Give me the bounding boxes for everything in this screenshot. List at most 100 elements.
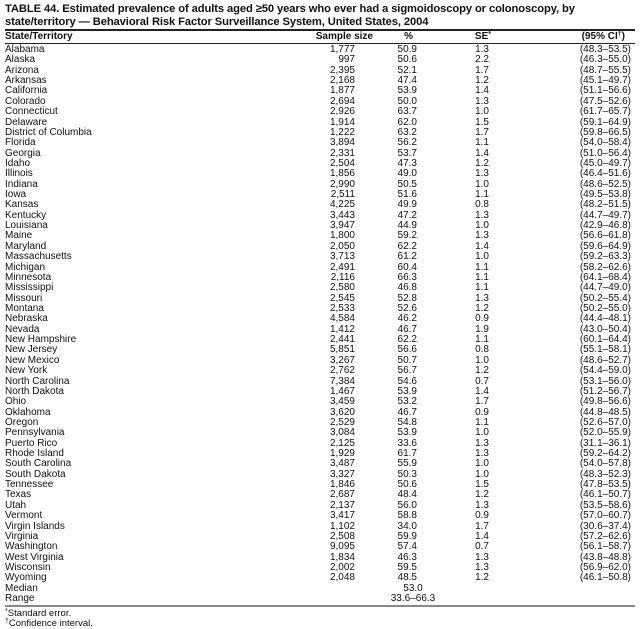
state-name: District of Columbia <box>5 126 92 138</box>
confidence-interval: (52.0–55.9) <box>579 427 631 439</box>
percent: 63.2 <box>397 126 417 138</box>
percent: 56.2 <box>397 137 417 149</box>
state-name: Maryland <box>5 240 47 252</box>
standard-error: 1.0 <box>475 427 489 439</box>
sample-size: 3,443 <box>329 209 355 221</box>
header-ci: (95% CI†) <box>582 31 625 42</box>
median-row-label: Median <box>5 582 38 594</box>
confidence-interval: (51.2–56.7) <box>579 385 631 397</box>
percent: 50.6 <box>397 54 417 66</box>
state-name: Utah <box>5 499 27 511</box>
range-row: Range 33.6–66.3 <box>5 593 635 605</box>
sample-size: 7,384 <box>329 375 355 387</box>
sample-size: 1,846 <box>329 479 355 491</box>
confidence-interval: (31.1–36.1) <box>579 437 631 449</box>
state-name: New Mexico <box>5 354 60 366</box>
sample-size: 3,894 <box>329 137 355 149</box>
table-body: Alabama 1,777 50.9 1.3 (48.3–53.5) Alaska 997 5… <box>5 44 635 605</box>
percent: 60.4 <box>397 261 417 273</box>
sample-size: 3,947 <box>329 220 355 232</box>
state-name: New York <box>5 365 48 377</box>
confidence-interval: (48.6–52.7) <box>579 354 631 366</box>
standard-error: 1.2 <box>475 365 489 377</box>
footnote-se-mark: * <box>5 608 8 615</box>
sample-size: 2,048 <box>329 572 355 584</box>
percent: 50.7 <box>397 354 417 366</box>
standard-error: 1.3 <box>475 44 489 55</box>
sample-size: 2,990 <box>329 178 355 190</box>
header-top-rule <box>5 29 635 31</box>
sample-size: 2,511 <box>330 189 355 201</box>
state-name: Wyoming <box>5 572 47 584</box>
standard-error: 1.4 <box>475 385 489 397</box>
header-percent: % <box>404 31 413 42</box>
footnote-ci-mark: † <box>5 618 9 625</box>
state-name: Arizona <box>5 64 39 76</box>
state-name: Minnesota <box>5 271 52 283</box>
state-name: Maine <box>5 230 33 242</box>
confidence-interval: (30.6–37.4) <box>579 520 631 532</box>
percent: 56.6 <box>397 344 417 356</box>
state-name: Oregon <box>5 416 39 428</box>
table-row: Montana 2,533 52.6 1.2 (50.2–55.0) <box>5 303 635 314</box>
state-name: Massachusetts <box>5 251 72 263</box>
confidence-interval: (60.1–64.4) <box>579 334 631 346</box>
footnote-ci-text: Confidence interval. <box>8 618 93 629</box>
table-row: New Jersey 5,851 56.6 0.8 (55.1–58.1) <box>5 344 635 356</box>
percent: 61.2 <box>397 251 417 263</box>
percent: 62.2 <box>397 334 417 346</box>
confidence-interval: (51.0–56.4) <box>579 147 631 159</box>
confidence-interval: (42.9–46.8) <box>579 220 631 232</box>
confidence-interval: (56.1–58.7) <box>579 541 631 553</box>
percent: 58.8 <box>397 510 417 522</box>
state-name: North Dakota <box>5 385 64 397</box>
sample-size: 997 <box>338 54 355 66</box>
percent: 52.1 <box>397 64 417 76</box>
standard-error: 1.2 <box>475 157 489 169</box>
table-row: Alaska 997 50.6 2.2 (46.3–55.0) <box>5 54 635 66</box>
percent: 48.4 <box>397 489 417 501</box>
confidence-interval: (49.8–56.6) <box>579 396 631 408</box>
table-row: New Hampshire 2,441 62.2 1.1 (60.1–64.4) <box>5 334 635 346</box>
standard-error: 0.7 <box>475 541 489 553</box>
confidence-interval: (61.7–65.7) <box>579 106 631 118</box>
percent: 53.9 <box>397 385 417 397</box>
percent: 56.7 <box>397 365 417 377</box>
sample-size: 2,002 <box>329 561 355 573</box>
percent: 46.3 <box>397 551 417 563</box>
sample-size: 3,459 <box>329 396 355 408</box>
standard-error: 0.9 <box>475 406 489 418</box>
percent: 46.8 <box>397 282 417 294</box>
confidence-interval: (48.6–52.5) <box>579 178 631 190</box>
confidence-interval: (57.0–60.7) <box>579 510 631 522</box>
confidence-interval: (52.6–57.0) <box>579 416 631 428</box>
header-se-mark: * <box>488 31 491 38</box>
sample-size: 3,327 <box>329 468 355 480</box>
state-name: Pennsylvania <box>5 427 65 439</box>
table-row: Iowa 2,511 51.6 1.1 (49.5–53.8) <box>5 189 635 201</box>
sample-size: 2,529 <box>329 416 355 428</box>
table-row: South Carolina 3,487 55.9 1.0 (54.0–57.8) <box>5 458 635 470</box>
state-name: Illinois <box>5 168 33 180</box>
state-name: Nebraska <box>5 313 48 325</box>
percent: 61.7 <box>397 448 417 460</box>
standard-error: 1.3 <box>475 168 489 180</box>
percent: 53.7 <box>397 147 417 159</box>
table-row: Missouri 2,545 52.8 1.3 (50.2–55.4) <box>5 292 635 304</box>
confidence-interval: (46.1–50.8) <box>579 572 631 584</box>
state-name: Indiana <box>5 178 38 190</box>
state-name: Wisconsin <box>5 561 51 573</box>
footnote-se-text: Standard error. <box>7 608 72 619</box>
state-name: Alaska <box>5 54 36 66</box>
sample-size: 3,487 <box>329 458 355 470</box>
standard-error: 1.3 <box>475 448 489 460</box>
header-se-label: SE <box>474 31 489 42</box>
confidence-interval: (56.9–62.0) <box>579 561 631 573</box>
sample-size: 2,508 <box>329 530 355 542</box>
range-row-label: Range <box>5 593 35 605</box>
state-name: Rhode Island <box>5 448 64 460</box>
table-row: Massachusetts 3,713 61.2 1.0 (59.2–63.3) <box>5 251 635 263</box>
standard-error: 1.0 <box>475 468 489 480</box>
confidence-interval: (50.2–55.4) <box>579 292 631 304</box>
sample-size: 2,116 <box>330 271 355 283</box>
